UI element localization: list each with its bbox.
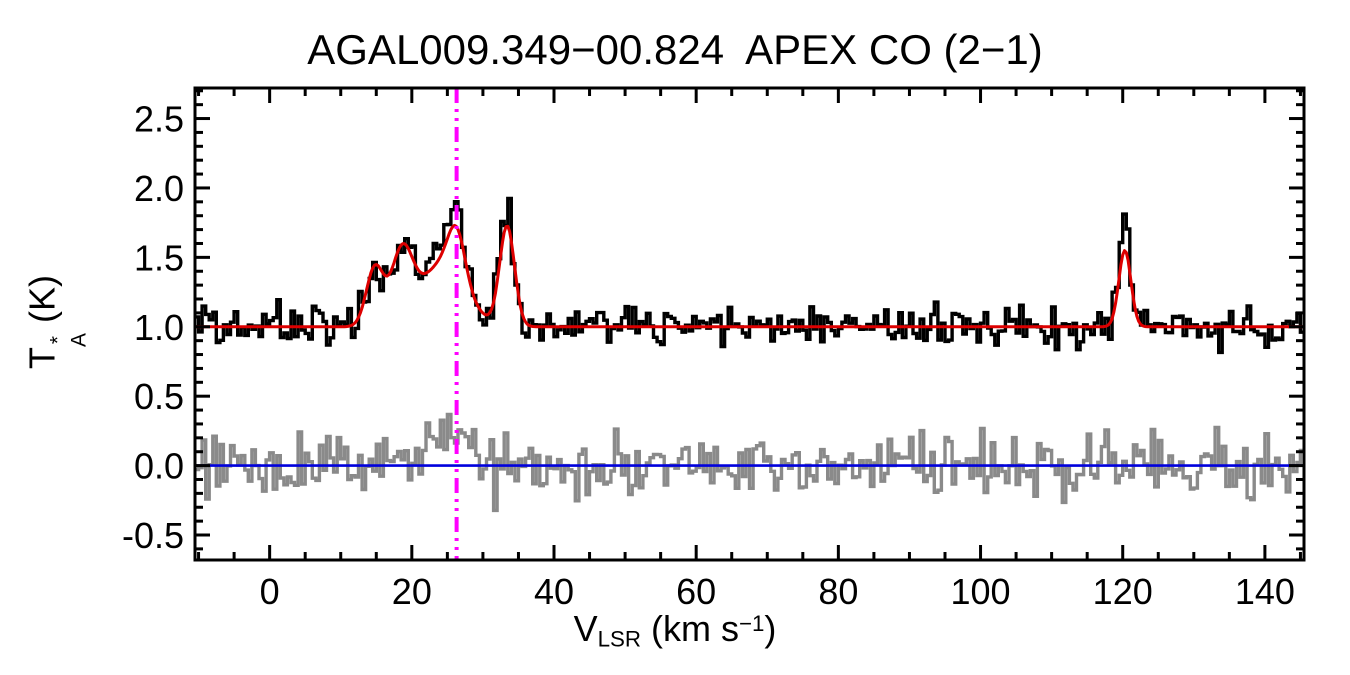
y-axis-label-main: T [21,346,63,369]
data-layer [195,88,1304,560]
y-tick-label: 2.0 [134,168,184,209]
x-tick-label: 140 [1235,571,1295,612]
y-axis-label-scripts: * A [46,333,91,347]
y-axis-label-superscript: * [46,335,70,345]
x-axis-label-close: ) [764,608,777,649]
y-tick-label: 0.0 [134,446,184,487]
y-axis-label: T * A (K) [21,275,90,369]
chart-title: AGAL009.349−00.824 APEX CO (2−1) [307,26,1043,73]
axes: 0 20 40 60 80 100 120 140 -0.5 0.0 0.5 1.0 1.5 2.0 2.5 [122,86,1306,612]
x-tick-label: 100 [951,571,1011,612]
x-axis-label-subscript: LSR [597,626,641,652]
plot-frame [193,86,1306,562]
y-tick-label: 2.5 [134,99,184,140]
y-tick-label: -0.5 [122,515,184,556]
x-tick-label: 40 [534,571,574,612]
x-tick-label: 20 [392,571,432,612]
x-tick-label: 60 [676,571,716,612]
fit-curve [195,223,1304,329]
y-tick-label: 0.5 [134,376,184,417]
x-tick-label: 80 [818,571,858,612]
y-axis-label-subscript: A [67,333,91,347]
x-tick-label: 0 [260,571,280,612]
y-axis-label-unit: (K) [21,275,63,334]
y-tick-label: 1.0 [134,307,184,348]
y-tick-label: 1.5 [134,237,184,278]
x-axis-label: VLSR (km s−1) [0,608,1350,653]
x-axis-label-exponent: −1 [738,610,765,636]
x-axis-label-unit: (km s [640,608,739,649]
observed-spectrum [195,196,1304,355]
x-axis-label-main: V [573,608,598,649]
x-tick-label: 120 [1093,571,1153,612]
residual-spectrum [195,412,1304,513]
